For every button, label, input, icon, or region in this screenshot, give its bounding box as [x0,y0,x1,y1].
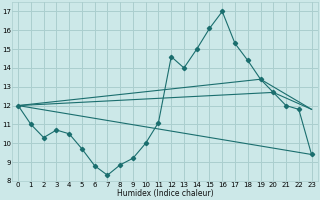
X-axis label: Humidex (Indice chaleur): Humidex (Indice chaleur) [116,189,213,198]
